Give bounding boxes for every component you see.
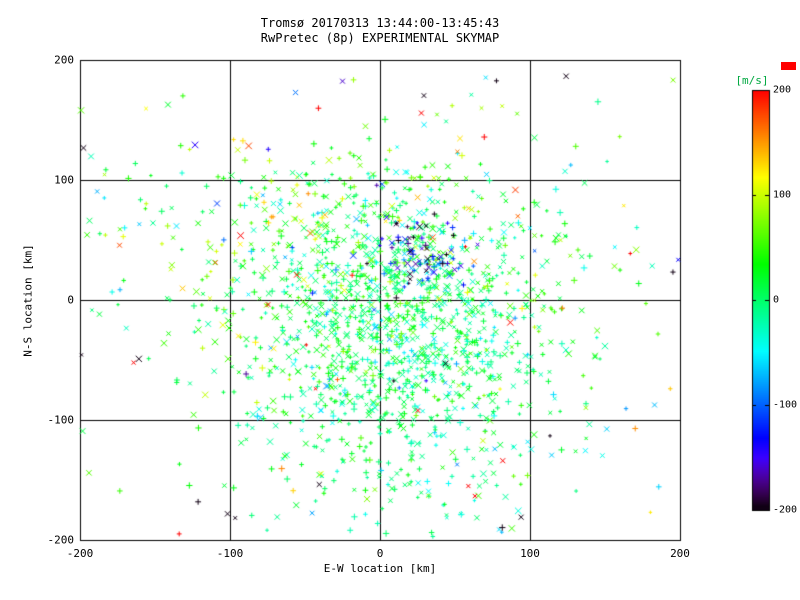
y-tick-label: -100 (47, 413, 75, 427)
plot-title-datetime: Tromsø 20170313 13:44:00-13:45:43 (260, 16, 500, 30)
x-tick-label: 0 (376, 547, 384, 560)
x-axis-label: E-W location [km] (323, 562, 437, 575)
y-axis-label: N-S location [km] (21, 244, 35, 357)
colorbar-tick-label: 100 (773, 189, 792, 201)
colorbar-tick-label: -100 (773, 399, 798, 411)
x-tick-label: -200 (66, 547, 94, 560)
y-tick-label: 0 (67, 293, 74, 307)
plot-title-experiment: RwPretec (8p) EXPERIMENTAL SKYMAP (260, 31, 500, 45)
colorbar-unit-label: [m/s] (735, 74, 769, 87)
x-tick-label: 200 (670, 547, 690, 560)
corner-red-marker (781, 62, 796, 70)
x-tick-label: -100 (216, 547, 244, 560)
x-tick-label: 100 (520, 547, 540, 560)
colorbar-tick-label: -200 (773, 504, 798, 516)
colorbar-tick-label: 200 (773, 84, 792, 96)
y-tick-label: 100 (54, 173, 74, 187)
y-tick-label: 200 (54, 53, 74, 67)
y-tick-label: -200 (47, 533, 75, 547)
colorbar-tick-label: 0 (773, 294, 780, 306)
